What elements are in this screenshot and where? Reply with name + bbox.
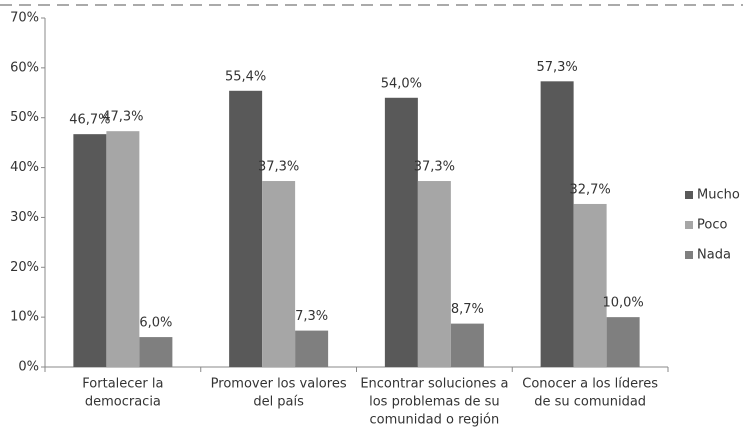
bar [573,203,607,367]
x-tick-label: los problemas de su [369,395,500,410]
bar [139,337,173,367]
bar [73,134,107,367]
value-label: 37,3% [414,160,455,175]
bar [606,317,640,367]
legend-swatch [685,251,693,259]
legend-swatch [685,221,693,229]
legend-swatch [685,191,693,199]
value-label: 57,3% [536,60,577,75]
value-label: 7,3% [295,309,328,324]
x-tick-label: del país [253,395,304,410]
value-label: 8,7% [451,302,484,317]
value-label: 55,4% [225,69,266,84]
x-tick-label: Conocer a los líderes [522,377,658,392]
y-tick-label: 70% [10,11,39,26]
bar [540,81,574,367]
bar [417,181,451,367]
y-tick-label: 50% [10,110,39,125]
legend-label: Mucho [697,188,740,203]
x-tick-label: democracia [85,395,161,410]
y-tick-label: 0% [18,360,39,375]
x-tick-label: Promover los valores [211,377,347,392]
y-tick-label: 60% [10,60,39,75]
x-tick-label: comunidad o región [370,413,500,428]
bar [262,181,296,367]
value-label: 10,0% [602,296,643,311]
bar [229,90,263,367]
y-tick-label: 40% [10,160,39,175]
x-tick-label: Fortalecer la [82,377,163,392]
legend-label: Poco [697,218,727,233]
value-label: 54,0% [381,76,422,91]
value-label: 46,7% [69,113,110,128]
x-tick-label: Encontrar soluciones a [360,377,508,392]
bar [450,323,484,367]
bar [295,330,329,367]
bar [384,97,418,368]
value-label: 37,3% [258,160,299,175]
y-tick-label: 30% [10,210,39,225]
bar [106,131,140,367]
y-tick-label: 10% [10,310,39,325]
legend-label: Nada [697,248,731,263]
value-label: 32,7% [569,182,610,197]
value-label: 47,3% [102,110,143,125]
x-tick-label: de su comunidad [534,395,646,410]
y-tick-label: 20% [10,260,39,275]
value-label: 6,0% [139,316,172,331]
